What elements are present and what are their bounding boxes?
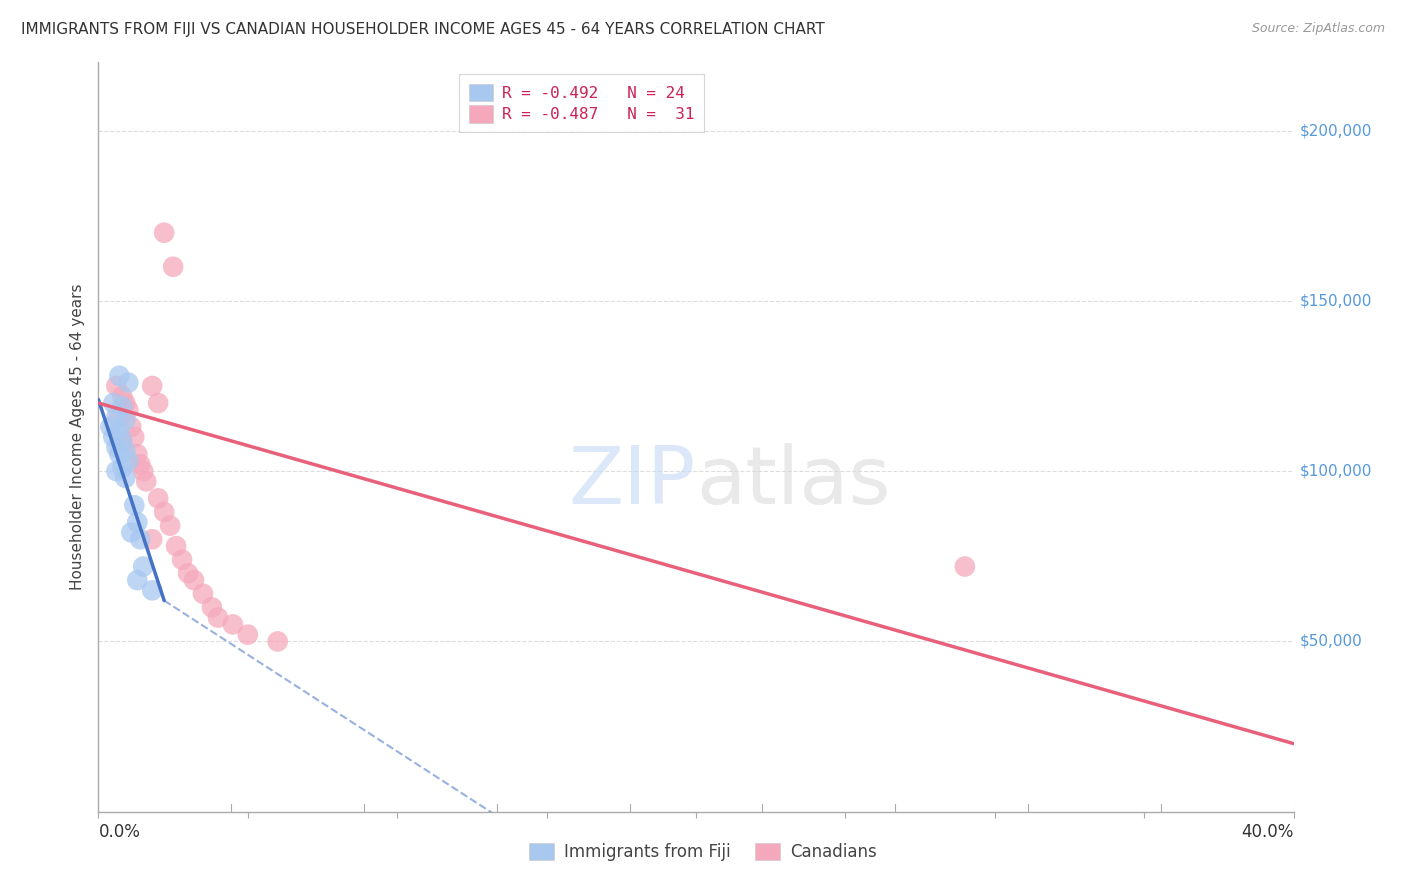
Point xyxy=(111,437,134,451)
Point xyxy=(162,260,184,274)
Point xyxy=(148,396,170,410)
Point xyxy=(108,368,131,383)
Text: $150,000: $150,000 xyxy=(1299,293,1372,309)
Point xyxy=(148,491,170,506)
Point xyxy=(111,434,134,448)
Point xyxy=(132,559,155,574)
Text: atlas: atlas xyxy=(696,443,890,521)
Point xyxy=(108,423,131,437)
Text: IMMIGRANTS FROM FIJI VS CANADIAN HOUSEHOLDER INCOME AGES 45 - 64 YEARS CORRELATI: IMMIGRANTS FROM FIJI VS CANADIAN HOUSEHO… xyxy=(21,22,825,37)
Text: Source: ZipAtlas.com: Source: ZipAtlas.com xyxy=(1251,22,1385,36)
Point xyxy=(177,566,200,581)
Point xyxy=(127,447,149,461)
Point xyxy=(127,573,149,587)
Point xyxy=(153,226,176,240)
Point xyxy=(222,617,245,632)
Point xyxy=(105,464,128,478)
Point xyxy=(124,430,146,444)
Point xyxy=(141,379,163,393)
Point xyxy=(159,518,181,533)
Point xyxy=(201,600,224,615)
Point xyxy=(117,454,139,468)
Y-axis label: Householder Income Ages 45 - 64 years: Householder Income Ages 45 - 64 years xyxy=(69,284,84,591)
Point xyxy=(141,533,163,547)
Text: $50,000: $50,000 xyxy=(1299,634,1362,648)
Point xyxy=(120,420,142,434)
Point xyxy=(105,440,128,454)
Point xyxy=(120,525,142,540)
Point xyxy=(103,396,125,410)
Point xyxy=(165,539,187,553)
Text: ZIP: ZIP xyxy=(568,443,696,521)
Point xyxy=(111,460,134,475)
Point xyxy=(124,498,146,512)
Point xyxy=(127,515,149,529)
Point xyxy=(267,634,290,648)
Point xyxy=(153,505,176,519)
Point xyxy=(103,430,125,444)
Point xyxy=(132,464,155,478)
Point xyxy=(105,379,128,393)
Point xyxy=(111,389,134,403)
Point xyxy=(191,587,214,601)
Point xyxy=(236,627,259,641)
Point xyxy=(114,443,136,458)
Point xyxy=(183,573,205,587)
Point xyxy=(953,559,976,574)
Point xyxy=(111,400,134,414)
Point xyxy=(117,376,139,390)
Point xyxy=(108,409,131,424)
Point xyxy=(129,533,152,547)
Point xyxy=(207,610,229,624)
Point xyxy=(172,552,194,566)
Point xyxy=(108,447,131,461)
Legend: R = -0.492   N = 24, R = -0.487   N =  31: R = -0.492 N = 24, R = -0.487 N = 31 xyxy=(458,74,704,132)
Point xyxy=(98,420,122,434)
Text: 40.0%: 40.0% xyxy=(1241,823,1294,841)
Point xyxy=(129,458,152,472)
Point xyxy=(117,402,139,417)
Point xyxy=(114,413,136,427)
Point xyxy=(114,396,136,410)
Text: $200,000: $200,000 xyxy=(1299,123,1372,138)
Point xyxy=(141,583,163,598)
Point xyxy=(105,409,128,424)
Text: 0.0%: 0.0% xyxy=(98,823,141,841)
Legend: Immigrants from Fiji, Canadians: Immigrants from Fiji, Canadians xyxy=(522,836,884,868)
Point xyxy=(114,471,136,485)
Text: $100,000: $100,000 xyxy=(1299,464,1372,479)
Point xyxy=(135,475,157,489)
